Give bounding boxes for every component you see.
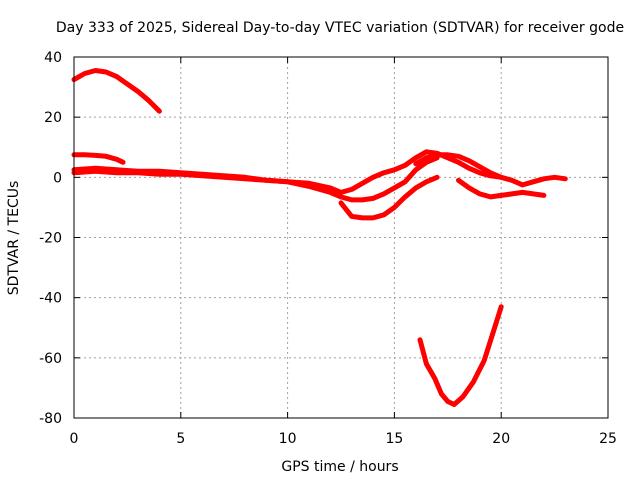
series-line-trace-1 — [71, 68, 162, 114]
y-tick-label: 40 — [44, 50, 62, 66]
series-line-trace-6 — [413, 152, 504, 180]
x-tick-label: 20 — [492, 431, 510, 447]
x-axis-label: GPS time / hours — [281, 459, 398, 475]
x-tick-label: 0 — [70, 431, 79, 447]
tick-layer: 0 5 10 15 20 25 -80 -60 -40 -20 0 20 40 — [39, 50, 617, 447]
chart-title: Day 333 of 2025, Sidereal Day-to-day VTE… — [56, 20, 624, 36]
series-line-trace-4 — [71, 155, 440, 203]
y-tick-label: -40 — [39, 291, 62, 307]
series-line-trace-2 — [71, 152, 126, 165]
y-tick-label: -20 — [39, 231, 62, 247]
grid-layer — [74, 57, 608, 418]
y-tick-label: -80 — [39, 411, 62, 427]
y-axis-label: SDTVAR / TECUs — [6, 181, 22, 296]
y-tick-label: 0 — [53, 170, 62, 186]
series-line-trace-5 — [338, 174, 440, 221]
y-tick-label: 20 — [44, 110, 62, 126]
x-tick-label: 25 — [599, 431, 617, 447]
series-line-trace-8 — [417, 304, 504, 407]
x-tick-label: 15 — [385, 431, 403, 447]
series-layer — [71, 68, 568, 407]
x-tick-label: 10 — [279, 431, 297, 447]
y-tick-label: -60 — [39, 351, 62, 367]
series-line-trace-7 — [456, 177, 547, 200]
x-tick-label: 5 — [176, 431, 185, 447]
